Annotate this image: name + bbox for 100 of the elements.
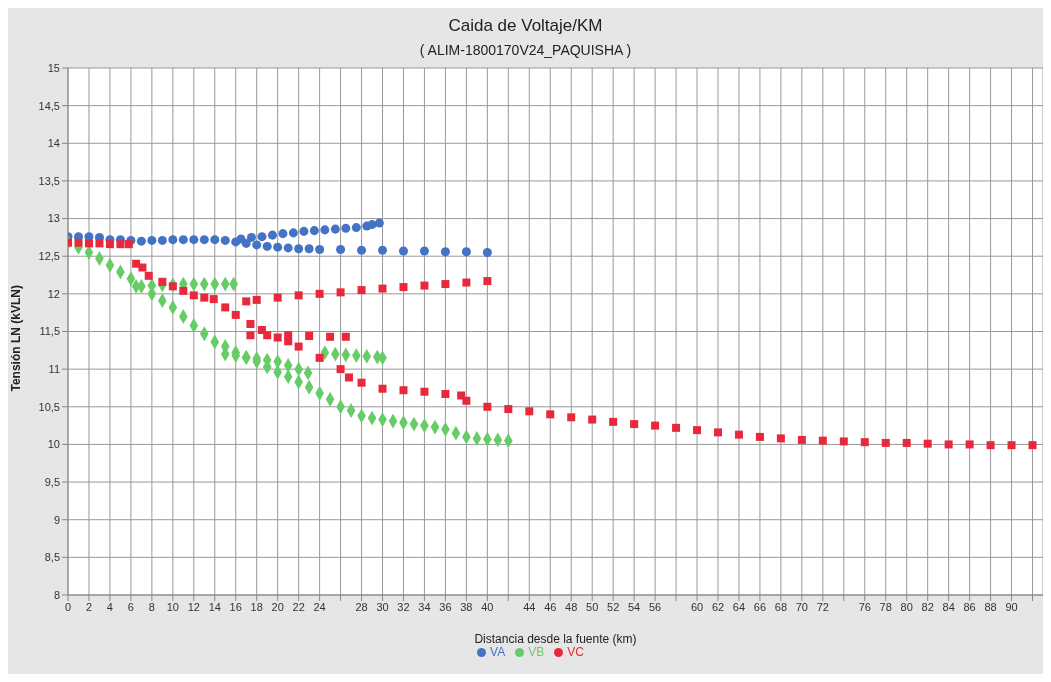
x-tick-label: 46 <box>544 600 557 613</box>
x-tick-label: 28 <box>355 600 368 613</box>
x-tick-label: 66 <box>753 600 767 613</box>
x-tick-label: 2 <box>85 600 93 613</box>
x-tick-label: 72 <box>816 600 829 613</box>
point <box>309 226 319 236</box>
y-tick-label: 13 <box>47 212 60 225</box>
x-tick-label: 88 <box>984 600 997 613</box>
y-axis-title: Tensión LN (kVLN) <box>9 285 24 392</box>
point <box>294 244 304 254</box>
x-tick-label: 84 <box>942 600 955 613</box>
x-tick-label: 36 <box>439 600 452 613</box>
x-tick-label: 0 <box>64 600 72 613</box>
point <box>288 228 298 238</box>
x-tick-label: 32 <box>397 600 410 613</box>
x-tick-label: 12 <box>187 600 200 613</box>
x-tick-label: 6 <box>127 600 134 613</box>
y-tick-label: 9,5 <box>44 475 60 488</box>
x-tick-label: 60 <box>690 600 704 613</box>
point <box>189 235 199 245</box>
x-tick-label: 82 <box>921 600 934 613</box>
x-tick-label: 4 <box>106 600 113 613</box>
point <box>267 230 277 240</box>
legend-label: VA <box>490 645 506 659</box>
x-tick-label: 40 <box>481 600 494 613</box>
y-tick-label: 14,5 <box>38 99 60 112</box>
x-axis-title: Distancia desde la fuente (km) <box>474 632 637 646</box>
x-tick-label: 52 <box>607 600 620 613</box>
chart-subtitle: ( ALIM-1800170V24_PAQUISHA ) <box>418 41 633 58</box>
y-tick-label: 12 <box>47 287 60 300</box>
legend-label: VB <box>528 645 545 659</box>
x-tick-label: 22 <box>292 600 305 613</box>
point <box>283 243 293 253</box>
point <box>199 235 209 245</box>
x-tick-label: 50 <box>586 600 599 613</box>
chart-title: Caida de Voltaje/KM <box>447 15 604 36</box>
point <box>147 235 157 245</box>
y-tick-label: 12,5 <box>38 250 60 263</box>
point <box>374 218 384 228</box>
x-tick-label: 78 <box>879 600 892 613</box>
y-tick-label: 11,5 <box>39 325 60 338</box>
x-tick-label: 68 <box>774 600 788 613</box>
point <box>252 240 262 250</box>
legend-label: VC <box>567 645 584 659</box>
x-tick-label: 10 <box>166 600 179 613</box>
point <box>273 242 283 252</box>
point <box>440 247 450 257</box>
point <box>136 236 146 246</box>
point <box>210 235 220 245</box>
x-tick-label: 48 <box>565 600 578 613</box>
point <box>341 223 351 233</box>
y-tick-label: 9 <box>53 513 60 526</box>
point <box>157 235 167 245</box>
point <box>461 247 471 257</box>
y-tick-label: 15 <box>47 61 60 74</box>
point <box>278 229 288 239</box>
x-tick-label: 20 <box>271 600 284 613</box>
point <box>178 235 188 245</box>
point <box>398 246 408 256</box>
x-tick-label: 56 <box>648 600 662 613</box>
point <box>257 232 267 242</box>
point <box>330 224 340 234</box>
x-tick-label: 16 <box>229 600 242 613</box>
point <box>315 244 325 254</box>
x-tick-label: 44 <box>523 600 536 613</box>
point <box>168 235 178 245</box>
x-tick-label: 30 <box>376 600 389 613</box>
point <box>419 246 429 256</box>
x-tick-label: 24 <box>313 600 326 613</box>
point <box>320 225 330 235</box>
x-tick-label: 34 <box>418 600 431 613</box>
point <box>304 244 314 254</box>
point <box>336 244 346 254</box>
point <box>482 247 492 257</box>
x-tick-label: 38 <box>460 600 473 613</box>
x-tick-label: 64 <box>732 600 746 613</box>
x-tick-label: 90 <box>1005 600 1018 613</box>
point <box>262 241 272 251</box>
x-tick-label: 70 <box>795 600 808 613</box>
y-tick-label: 10 <box>47 438 60 451</box>
point <box>351 223 361 233</box>
x-tick-label: 18 <box>250 600 263 613</box>
y-tick-label: 8,5 <box>44 551 60 564</box>
x-tick-label: 14 <box>208 600 221 613</box>
x-tick-label: 86 <box>963 600 976 613</box>
y-tick-label: 10,5 <box>38 400 60 413</box>
point <box>246 232 256 242</box>
x-tick-label: 80 <box>900 600 913 613</box>
point <box>357 245 367 255</box>
point <box>378 245 388 255</box>
y-tick-label: 13,5 <box>38 174 60 187</box>
point <box>220 235 230 245</box>
point <box>236 234 246 244</box>
point <box>299 226 309 236</box>
y-tick-label: 8 <box>53 588 60 601</box>
y-tick-label: 14 <box>47 137 60 150</box>
y-tick-label: 11 <box>48 363 60 376</box>
x-tick-label: 8 <box>148 600 155 613</box>
x-tick-label: 76 <box>858 600 871 613</box>
x-tick-label: 54 <box>628 600 641 613</box>
